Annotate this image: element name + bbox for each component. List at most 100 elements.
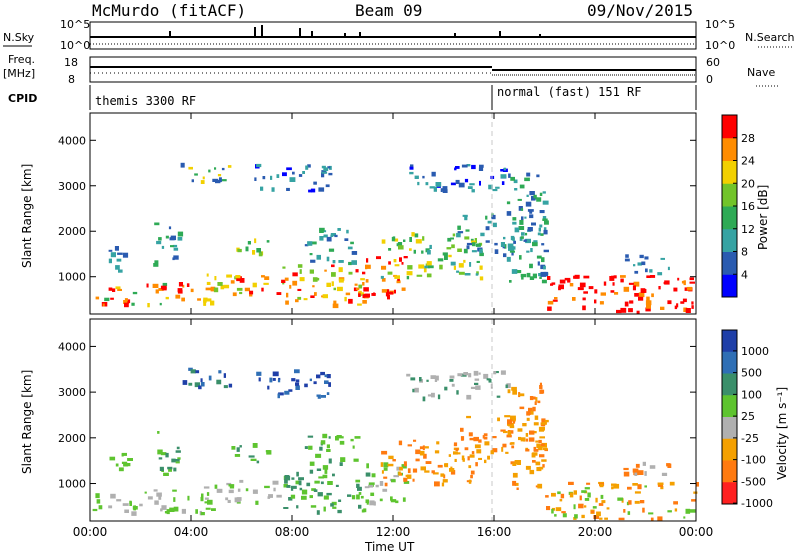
echo-cell-296	[407, 444, 412, 447]
echo-cell-365	[521, 216, 524, 221]
echo-cell-185	[313, 489, 318, 492]
echo-cell-528	[657, 516, 663, 521]
echo-cell-173	[365, 472, 371, 477]
echo-cell-324	[500, 169, 505, 172]
echo-cell-76	[200, 382, 205, 387]
echo-cell-348	[410, 377, 416, 381]
echo-cell-231	[393, 289, 396, 294]
echo-cell-424	[534, 401, 537, 405]
echo-cell-353	[422, 396, 426, 402]
echo-cell-199	[310, 295, 315, 298]
echo-cell-198	[331, 281, 334, 287]
echo-cell-431	[512, 472, 518, 478]
echo-cell-448	[521, 276, 524, 280]
echo-cell-59	[167, 466, 173, 470]
echo-cell-412	[540, 443, 545, 446]
echo-cell-374	[539, 454, 545, 458]
echo-cell-176	[301, 495, 307, 500]
echo-cell-574	[644, 256, 649, 260]
echo-cell-195	[332, 473, 335, 477]
echo-cell-187	[365, 264, 368, 270]
echo-cell-346	[479, 164, 484, 168]
echo-cell-91	[276, 494, 282, 498]
echo-cell-295	[450, 261, 456, 266]
echo-cell-384	[506, 211, 512, 216]
echo-cell-68	[216, 379, 222, 385]
echo-cell-93	[255, 500, 259, 505]
echo-cell-150	[331, 272, 336, 277]
echo-cell-220	[332, 260, 336, 264]
echo-cell-5	[108, 505, 113, 509]
echo-cell-485	[620, 275, 626, 278]
echo-cell-546	[624, 301, 629, 307]
echo-cell-194	[297, 288, 302, 291]
echo-cell-125	[258, 377, 261, 382]
echo-cell-473	[535, 461, 541, 466]
colorbar-frame	[721, 329, 738, 505]
echo-cell-249	[368, 484, 374, 488]
echo-cell-288	[383, 476, 388, 479]
echo-cell-422	[544, 419, 549, 423]
echo-cell-539	[683, 280, 686, 286]
echo-cell-94	[261, 287, 264, 292]
echo-cell-401	[466, 245, 470, 250]
echo-cell-503	[584, 487, 590, 490]
echo-cell-503	[610, 290, 615, 293]
echo-cell-250	[362, 294, 365, 299]
echo-cell-298	[470, 474, 473, 479]
echo-cell-278	[381, 450, 388, 455]
echo-cell-151	[320, 481, 324, 485]
echo-cell-240	[383, 467, 388, 471]
echo-cell-327	[483, 373, 489, 379]
echo-cell-332	[475, 385, 481, 390]
echo-cell-557	[546, 506, 551, 511]
echo-cell-234	[396, 466, 401, 471]
echo-cell-556	[673, 287, 678, 292]
echo-cell-158	[331, 501, 337, 506]
echo-cell-81	[195, 370, 200, 374]
echo-cell-116	[247, 241, 251, 245]
echo-cell-237	[388, 291, 394, 295]
echo-cell-432	[519, 255, 522, 260]
echo-cell-120	[321, 172, 325, 178]
echo-cell-509	[638, 296, 644, 301]
echo-cell-74	[221, 179, 227, 182]
echo-cell-167	[298, 477, 304, 481]
echo-cell-339	[466, 394, 472, 400]
echo-cell-134	[278, 377, 281, 380]
echo-cell-335	[442, 186, 448, 191]
echo-cell-249	[366, 258, 369, 263]
echo-cell-286	[381, 470, 384, 474]
echo-cell-525	[676, 303, 679, 308]
echo-cell-256	[390, 499, 397, 503]
echo-cell-373	[533, 431, 537, 434]
echo-cell-53	[175, 450, 181, 453]
echo-cell-302	[440, 473, 445, 477]
echo-cell-145	[328, 382, 331, 387]
echo-cell-520	[595, 497, 598, 503]
echo-cell-19	[115, 265, 120, 270]
echo-cell-308	[422, 445, 425, 451]
echo-cell-218	[326, 236, 332, 242]
echo-cell-391	[526, 417, 530, 421]
echo-cell-296	[428, 265, 434, 269]
echo-cell-23	[121, 453, 124, 457]
echo-cell-218	[308, 445, 313, 450]
echo-cell-149	[357, 303, 362, 306]
echo-cell-318	[452, 233, 456, 237]
echo-cell-508	[596, 511, 601, 517]
echo-cell-224	[351, 260, 357, 265]
echo-cell-543	[583, 291, 588, 294]
echo-cell-462	[507, 389, 511, 394]
echo-cell-163	[303, 298, 308, 301]
echo-cell-64	[165, 452, 169, 458]
echo-cell-416	[490, 450, 494, 455]
echo-cell-173	[348, 298, 353, 304]
echo-cell-334	[409, 166, 414, 170]
echo-cell-3	[122, 503, 129, 506]
echo-cell-199	[338, 499, 342, 502]
echo-cell-396	[541, 418, 546, 422]
echo-cell-101	[213, 287, 219, 293]
echo-cell-348	[431, 171, 436, 177]
echo-cell-423	[514, 227, 520, 233]
